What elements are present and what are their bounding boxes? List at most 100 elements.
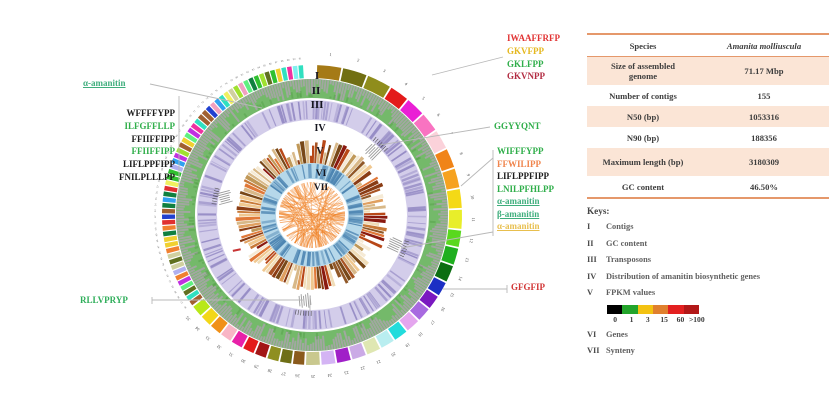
svg-text:I: I (315, 70, 319, 82)
svg-text:35: 35 (184, 315, 191, 322)
fpkm-scale-cell (668, 304, 684, 314)
key-item: VII Synteny (587, 346, 760, 355)
table-cell-value: 1053316 (748, 111, 780, 122)
peptide-label: FFIIFFIPP (131, 133, 176, 144)
svg-text:19: 19 (404, 342, 411, 349)
svg-text:91: 91 (299, 57, 303, 60)
svg-text:57: 57 (156, 185, 160, 189)
svg-text:26: 26 (294, 373, 300, 378)
svg-text:III: III (311, 99, 324, 111)
svg-text:51: 51 (154, 221, 157, 224)
key-numeral: III (587, 255, 597, 264)
key-item: I Contigs (587, 222, 760, 231)
svg-text:81: 81 (240, 73, 244, 77)
table-row: Size of assembled genome 71.17 Mbp (587, 57, 829, 85)
peptide-stack-left: WFFFFYPP ILFGFFLLP FFIIFFIPP FFIIFFIPP LIFLP… (76, 107, 175, 184)
fpkm-scale-cell (637, 304, 653, 314)
svg-text:82: 82 (246, 70, 250, 74)
table-row: GC content 46.50% (587, 176, 829, 197)
svg-text:76: 76 (215, 89, 219, 93)
ring-fpkm (235, 140, 388, 290)
peptide-label: α-amanitin (497, 196, 540, 206)
fpkm-scale-label: 1 (629, 314, 634, 324)
svg-text:78: 78 (225, 82, 229, 86)
svg-text:89: 89 (287, 59, 291, 62)
svg-text:59: 59 (159, 173, 163, 177)
fpkm-scale-cell (607, 304, 623, 314)
svg-text:60: 60 (161, 167, 165, 171)
svg-text:6: 6 (436, 112, 442, 117)
fpkm-scale-cell (622, 304, 638, 314)
leader-lines (149, 56, 508, 312)
svg-text:25: 25 (310, 374, 315, 379)
table-cell-label: Size of assembled genome (611, 61, 675, 81)
red-gene-mark (232, 248, 241, 252)
key-numeral: I (587, 222, 591, 231)
svg-text:24: 24 (327, 373, 333, 379)
peptide-label-alpha-amanitin-left: α-amanitin (83, 78, 126, 88)
fpkm-colorbar-labels: 0 1 3 15 60 >100 (607, 315, 705, 324)
fpkm-scale-label: 0 (613, 314, 618, 324)
svg-text:43: 43 (163, 268, 167, 272)
table-row: N50 (bp) 1053316 (587, 106, 829, 127)
table-cell-value: 3180309 (748, 157, 780, 167)
svg-text:61: 61 (162, 161, 166, 165)
peptide-label: WIFFFYPP (497, 146, 544, 156)
svg-text:45: 45 (160, 256, 164, 260)
svg-text:1: 1 (329, 52, 332, 57)
svg-text:29: 29 (253, 363, 260, 369)
svg-text:20: 20 (390, 351, 397, 358)
key-label: Genes (606, 329, 628, 339)
svg-text:70: 70 (189, 114, 193, 118)
keys-items-top: I Contigs II GC content III Transposons IV Dist… (587, 222, 760, 297)
peptide-label: WFFFFYPP (126, 108, 176, 118)
table-cell-label: N50 (bp) (626, 111, 660, 122)
svg-text:31: 31 (228, 351, 234, 358)
svg-text:2: 2 (357, 58, 361, 63)
svg-text:9: 9 (466, 173, 472, 177)
peptide-label: LIFLPPFIPP (497, 171, 549, 181)
key-numeral: VII (587, 346, 600, 355)
svg-text:66: 66 (175, 134, 179, 138)
svg-text:49: 49 (155, 233, 158, 237)
svg-text:85: 85 (263, 64, 267, 68)
fpkm-scale-cell (652, 304, 669, 314)
svg-text:21: 21 (376, 359, 382, 365)
key-label: Synteny (606, 346, 635, 355)
fpkm-scale-cell (683, 304, 699, 314)
keys-items-bottom: VI Genes VII Synteny (587, 330, 760, 356)
svg-text:53: 53 (154, 209, 157, 212)
table-cell-label: N90 (bp) (626, 132, 660, 143)
peptide-label: α-amanitin (497, 221, 540, 231)
svg-text:84: 84 (257, 66, 261, 70)
svg-text:11: 11 (471, 217, 476, 221)
svg-text:14: 14 (457, 275, 464, 282)
table-cell-label: Number of contigs (609, 90, 677, 101)
svg-text:16: 16 (439, 306, 446, 313)
svg-text:22: 22 (360, 365, 366, 371)
svg-text:77: 77 (220, 85, 224, 89)
table-cell-label: GC content (621, 181, 665, 192)
svg-text:15: 15 (449, 292, 456, 299)
peptide-label: GKLFPP (507, 58, 544, 69)
svg-text:4: 4 (404, 81, 409, 87)
peptide-label: GKVFPP (507, 45, 544, 56)
gene-annotation-cluster (298, 292, 312, 308)
fpkm-scale-label: 15 (660, 314, 668, 324)
key-numeral: VI (587, 329, 597, 339)
svg-text:33: 33 (204, 335, 211, 342)
svg-text:58: 58 (158, 179, 162, 183)
key-label: Transposons (606, 255, 651, 264)
svg-text:47: 47 (157, 245, 161, 249)
peptide-label: GKVNPP (507, 71, 545, 82)
svg-text:23: 23 (343, 370, 349, 376)
peptide-label-rllvpryp: RLLVPRYP (80, 295, 128, 305)
peptide-stack-right: WIFFFYPP FFWILIPP LIFLPPFIPP LNILPFHLPP α-am… (497, 145, 554, 233)
table-header-row: Species Amanita molliuscula (587, 35, 829, 57)
gene-annotation-cluster (386, 237, 403, 253)
table-header-species-value: Amanita molliuscula (726, 40, 802, 51)
key-item: VI Genes (587, 330, 760, 339)
